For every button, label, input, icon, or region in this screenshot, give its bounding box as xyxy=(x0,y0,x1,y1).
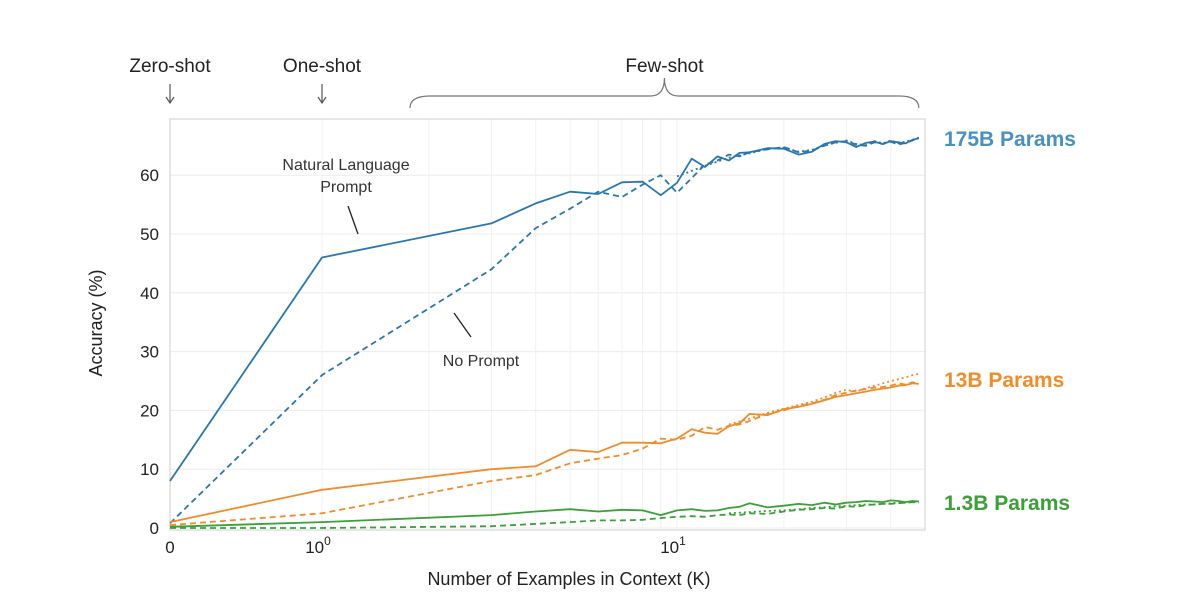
plot-area xyxy=(169,118,926,531)
series-line-7 xyxy=(170,501,919,529)
y-tick-label: 50 xyxy=(140,225,159,244)
x-tick-label: 101 xyxy=(660,534,686,557)
annotations: Natural Language Prompt No Prompt xyxy=(282,157,519,370)
series-line-4 xyxy=(169,381,919,526)
y-axis-ticks: 0 10 20 30 40 50 60 xyxy=(140,166,159,538)
y-tick-label: 20 xyxy=(140,401,159,420)
series-line-6 xyxy=(169,499,919,528)
annotation-natural-language-prompt: Natural Language xyxy=(282,157,409,174)
header-label-2: Few-shot xyxy=(625,56,704,77)
arrow-head-icon xyxy=(317,96,327,105)
header-label-0: Zero-shot xyxy=(129,56,211,77)
series-line-8 xyxy=(728,501,919,515)
x-tick-label: 100 xyxy=(305,534,331,557)
annotation-pointer xyxy=(453,312,472,338)
grid-lines xyxy=(170,119,925,530)
y-axis-title: Accuracy (%) xyxy=(86,269,106,376)
series-layer xyxy=(169,136,920,529)
model-label-0: 175B Params xyxy=(944,128,1076,151)
x-axis-title: Number of Examples in Context (K) xyxy=(427,569,710,589)
series-line-0 xyxy=(169,137,920,482)
x-tick-label: 0 xyxy=(165,538,174,557)
model-label-1: 13B Params xyxy=(944,369,1064,392)
x-axis-ticks: 0 100 101 xyxy=(165,534,686,557)
y-tick-label: 30 xyxy=(140,343,159,362)
series-line-3 xyxy=(169,382,919,523)
model-label-2: 1.3B Params xyxy=(944,492,1070,515)
annotation-no-prompt: No Prompt xyxy=(443,353,520,370)
y-tick-label: 60 xyxy=(140,166,159,185)
model-labels: 175B Params 13B Params 1.3B Params xyxy=(944,128,1076,515)
y-tick-label: 0 xyxy=(150,519,159,538)
few-shot-brace xyxy=(409,77,920,109)
y-tick-label: 40 xyxy=(140,284,159,303)
header-label-1: One-shot xyxy=(283,56,362,77)
arrow-head-icon xyxy=(165,96,175,105)
shot-headers: Zero-shot One-shot Few-shot xyxy=(129,56,920,109)
annotation-natural-language-prompt: Prompt xyxy=(320,179,372,196)
series-line-2 xyxy=(676,136,920,178)
series-line-1 xyxy=(169,137,920,524)
annotation-pointer xyxy=(347,205,359,235)
y-tick-label: 10 xyxy=(140,460,159,479)
